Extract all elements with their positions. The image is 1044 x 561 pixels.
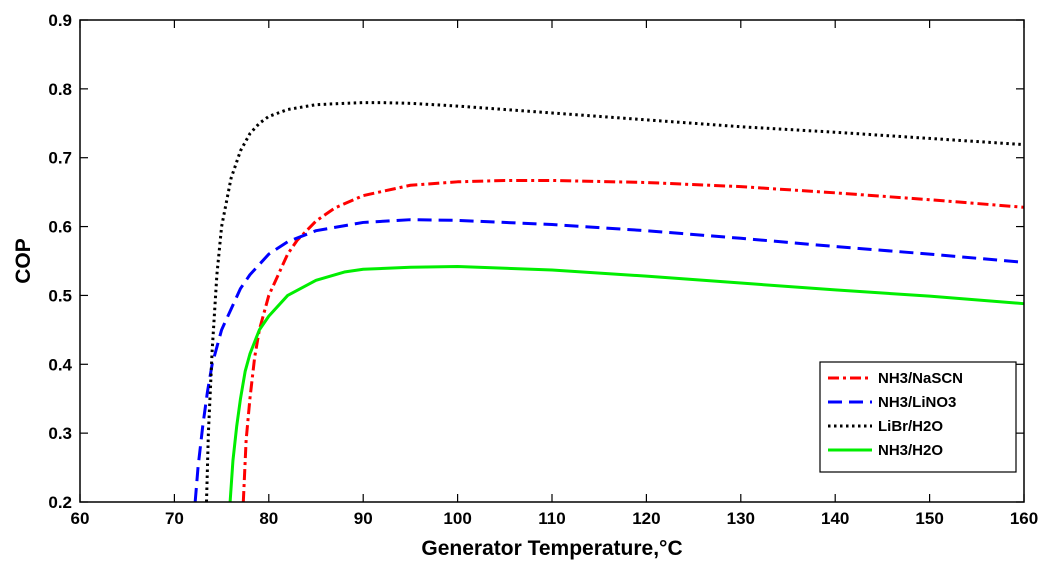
legend-label-1: NH3/LiNO3 — [878, 394, 956, 411]
series-layer — [193, 101, 1025, 503]
x-tick-label: 100 — [443, 509, 471, 528]
legend-box — [819, 361, 1017, 473]
x-tick-label: 60 — [71, 509, 90, 528]
series-line-0 — [241, 178, 1025, 503]
y-tick-label: 0.4 — [48, 355, 72, 374]
x-tick-label: 120 — [632, 509, 660, 528]
ticks-layer: 60 70 80 90 100 110 120 130 140 150 160 0.2 0.3 0.4 0.… — [48, 11, 1038, 528]
legend-label-2: LiBr/H2O — [878, 418, 943, 435]
y-tick-label: 0.8 — [48, 80, 72, 99]
x-tick-label: 130 — [727, 509, 755, 528]
x-axis-title: Generator Temperature,°C — [421, 537, 682, 560]
y-tick-label: 0.9 — [48, 11, 72, 30]
x-tick-label: 80 — [259, 509, 278, 528]
y-tick-label: 0.3 — [48, 424, 72, 443]
legend-label-3: NH3/H2O — [878, 442, 943, 459]
x-tick-label: 90 — [354, 509, 373, 528]
series-line-3 — [228, 265, 1025, 503]
y-axis-title: COP — [12, 238, 35, 284]
series-line-2 — [205, 101, 1025, 503]
y-tick-label: 0.2 — [48, 493, 72, 512]
legend: NH3/NaSCN NH3/LiNO3 LiBr/H2O NH3/H2O — [819, 361, 1017, 473]
y-tick-label: 0.7 — [48, 149, 72, 168]
legend-items: NH3/NaSCN NH3/LiNO3 LiBr/H2O NH3/H2O — [828, 370, 963, 459]
x-tick-label: 110 — [538, 509, 565, 528]
x-tick-label: 160 — [1010, 509, 1038, 528]
y-tick-label: 0.5 — [48, 286, 72, 305]
x-tick-label: 140 — [821, 509, 849, 528]
x-tick-label: 70 — [165, 509, 184, 528]
legend-label-0: NH3/NaSCN — [878, 370, 963, 387]
x-tick-label: 150 — [915, 509, 943, 528]
y-tick-label: 0.6 — [48, 218, 72, 237]
